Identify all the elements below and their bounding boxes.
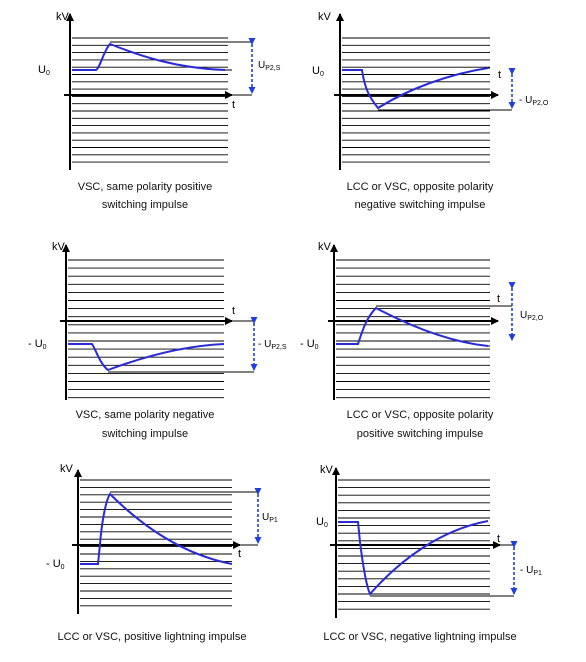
dimension-label-sub: P2,S [265, 65, 281, 72]
waveform-curve [80, 492, 233, 565]
level-label: U0 [38, 64, 50, 77]
grid-lines [72, 37, 228, 163]
panel-p3: kV t - U0 - UP2,S VSC, same polarity neg… [28, 241, 287, 440]
dimension-label-main: - U [258, 339, 271, 350]
waveform-curve [338, 520, 489, 596]
level-label-sub: 0 [46, 70, 50, 77]
waveform-curve [68, 343, 225, 372]
grid-lines [342, 37, 490, 163]
reference-lines [110, 41, 252, 96]
reference-lines [370, 544, 514, 597]
dimension-label: - UP2,O [519, 95, 549, 107]
dimension-label: - UP1 [520, 565, 542, 577]
level-label-main: U [312, 65, 320, 77]
level-label: - U0 [28, 338, 47, 351]
panel-p1: kV t U0 UP2,S VSC, same polarity positiv… [38, 11, 281, 211]
panel-p2: kV t U0 - UP2,O LCC or VSC, opposite pol… [312, 11, 549, 211]
x-axis-label: t [238, 548, 241, 560]
x-axis-label: t [498, 69, 501, 81]
level-label-sub: 0 [320, 71, 324, 78]
waveform-curve [342, 67, 489, 110]
dimension-label-main: - U [519, 95, 532, 106]
x-axis-label: t [232, 305, 235, 317]
level-label-sub: 0 [324, 522, 328, 529]
dimension-label-sub: P2,O [532, 100, 549, 107]
level-label: - U0 [46, 558, 65, 571]
level-label: - U0 [300, 338, 319, 351]
caption-line-1: VSC, same polarity negative [76, 409, 215, 421]
grid-lines [338, 479, 490, 610]
dimension-label: - UP2,S [258, 339, 287, 351]
caption-line-2: positive switching impulse [357, 428, 484, 440]
grid-lines [80, 479, 232, 607]
x-axis-label: t [497, 533, 500, 545]
panel-p5: kV t - U0 UP1 LCC or VSC, positive light… [46, 463, 278, 643]
caption-line-2: switching impulse [102, 428, 188, 440]
caption-line-2: switching impulse [102, 199, 188, 211]
dimension-label: UP2,O [520, 310, 544, 322]
dimension-label-main: - U [520, 565, 533, 576]
dimension-label-sub: P2,S [271, 344, 287, 351]
caption-line-1: LCC or VSC, positive lightning impulse [58, 631, 247, 643]
level-label-sub: 0 [61, 564, 65, 571]
dimension-label-main: U [258, 60, 265, 71]
caption-line-2: negative switching impulse [355, 199, 486, 211]
x-axis-label: t [497, 293, 500, 305]
level-label: U0 [312, 65, 324, 78]
y-axis-label: kV [318, 241, 332, 253]
caption-line-1: VSC, same polarity positive [78, 181, 213, 193]
waveform-curve [72, 42, 226, 71]
dimension-label-sub: P1 [533, 570, 542, 577]
level-label-main: - U [28, 338, 43, 350]
waveform-curve [336, 306, 489, 347]
dimension-label: UP2,S [258, 60, 281, 72]
level-label-main: U [316, 516, 324, 528]
level-label-main: U [38, 64, 46, 76]
level-label-main: - U [46, 558, 61, 570]
level-label-main: - U [300, 338, 315, 350]
y-axis-label: kV [60, 463, 74, 475]
grid-lines [336, 259, 490, 399]
dimension-label-sub: P1 [269, 517, 278, 524]
caption-line-1: LCC or VSC, opposite polarity [347, 409, 494, 421]
caption-line-1: LCC or VSC, negative lightning impulse [323, 631, 516, 643]
level-label-sub: 0 [43, 344, 47, 351]
panel-p4: kV t - U0 UP2,O LCC or VSC, opposite pol… [300, 241, 544, 440]
caption-line-1: LCC or VSC, opposite polarity [347, 181, 494, 193]
reference-lines [378, 67, 512, 111]
x-axis-label: t [232, 99, 235, 111]
y-axis-label: kV [318, 11, 332, 23]
level-label-sub: 0 [315, 344, 319, 351]
panel-p6: kV t U0 - UP1 LCC or VSC, negative light… [316, 464, 542, 643]
dimension-label-main: U [520, 310, 527, 321]
reference-lines [108, 320, 254, 373]
dimension-label-main: U [262, 512, 269, 523]
reference-lines [110, 491, 258, 546]
dimension-label-sub: P2,O [527, 315, 544, 322]
level-label: U0 [316, 516, 328, 529]
dimension-label: UP1 [262, 512, 278, 524]
reference-lines [376, 305, 512, 347]
y-axis-label: kV [56, 11, 70, 23]
y-axis-label: kV [52, 241, 66, 253]
y-axis-label: kV [320, 464, 334, 476]
grid-lines [68, 259, 224, 399]
